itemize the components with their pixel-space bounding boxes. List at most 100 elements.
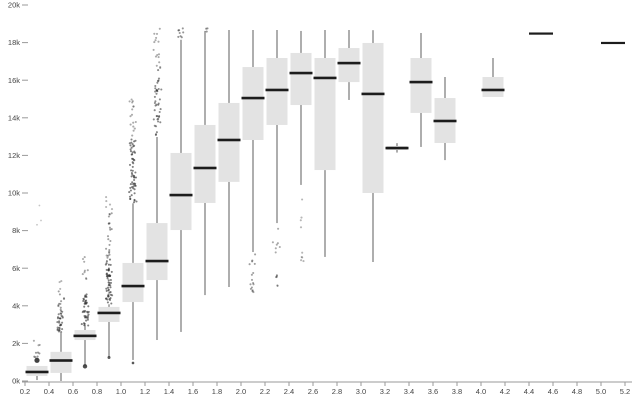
outlier-dot (156, 118, 159, 121)
x-tick-label: 2.8 (332, 387, 342, 396)
outlier-blob (131, 361, 135, 365)
outlier-dot (58, 281, 61, 284)
box-bin-0.5 (49, 351, 73, 373)
outlier-dot (105, 260, 108, 263)
outlier-dot (105, 262, 108, 265)
outlier-dot (107, 238, 110, 241)
outlier-dot (155, 32, 159, 35)
outlier-dot (274, 247, 277, 250)
outlier-dot (40, 219, 42, 222)
outlier-dot (155, 36, 158, 39)
outlier-dot (132, 185, 135, 188)
outlier-dot (105, 289, 108, 292)
x-tick-label: 4.8 (572, 387, 582, 396)
outlier-dot (133, 198, 136, 201)
outlier-dot (108, 282, 111, 285)
median-line (409, 80, 433, 84)
outlier-dot (32, 339, 35, 342)
outlier-dot (105, 200, 108, 203)
outlier-dot (131, 100, 134, 103)
box-bin-0.3 (25, 365, 49, 376)
outlier-dot (131, 143, 134, 146)
outlier-dot (130, 175, 133, 178)
box-bin-2.1 (241, 67, 265, 140)
outlier-dot (108, 203, 112, 206)
outlier-dot (109, 281, 113, 284)
outlier-blob (34, 357, 40, 363)
outlier-dot (276, 284, 279, 287)
outlier-dot (249, 283, 252, 286)
box-bin-2.3 (265, 58, 289, 125)
x-tick-label: 3.6 (428, 387, 438, 396)
outlier-dot (58, 327, 61, 330)
y-tick-label: 18k (8, 38, 20, 47)
outlier-dot (159, 121, 162, 124)
outlier-dot (299, 226, 303, 229)
outlier-dot (60, 280, 63, 283)
outlier-dot (157, 77, 161, 80)
outlier-dot (109, 239, 112, 243)
box-bin-2.9 (337, 48, 361, 83)
median-line (25, 370, 49, 374)
outlier-dot (158, 61, 161, 64)
outlier-dot (131, 173, 134, 176)
outlier-dot (156, 80, 160, 83)
outlier-dot (34, 351, 38, 354)
outlier-dot (274, 251, 277, 254)
x-tick-label: 0.6 (68, 387, 78, 396)
outlier-dot (300, 259, 303, 262)
x-tick-label: 2.0 (236, 387, 246, 396)
outlier-dot (58, 320, 61, 323)
median-line (241, 96, 265, 100)
y-tick-label: 12k (8, 151, 20, 160)
outlier-dot (159, 65, 162, 69)
outlier-dot (157, 53, 161, 56)
outlier-dot (131, 108, 134, 111)
y-tick-label: 20k (8, 1, 20, 10)
median-line-only-bin-4.5 (529, 32, 553, 35)
x-tick-label: 4.4 (524, 387, 534, 396)
outlier-dot (276, 284, 279, 287)
iqr-box (362, 42, 384, 194)
iqr-box (170, 152, 192, 231)
outlier-dot (158, 27, 161, 30)
outlier-dot (107, 222, 110, 225)
outlier-dot (107, 254, 110, 257)
outlier-dot (110, 208, 114, 211)
outlier-dot (159, 108, 162, 111)
outlier-dot (179, 35, 182, 38)
x-tick-label: 3.4 (404, 387, 414, 396)
outlier-dot (56, 329, 59, 332)
outlier-dot (250, 286, 253, 289)
outlier-dot (275, 243, 278, 246)
outlier-dot (83, 305, 86, 308)
outlier-dots (32, 27, 305, 369)
outlier-dot (38, 204, 41, 207)
outlier-dot (158, 110, 161, 114)
outlier-dot (61, 321, 64, 324)
outlier-dot (108, 251, 111, 254)
outlier-dot (301, 256, 304, 259)
iqr-box (482, 77, 504, 97)
outlier-dot (85, 277, 88, 280)
outlier-dot (130, 98, 133, 101)
outlier-dot (80, 323, 83, 326)
outlier-dot (105, 254, 108, 257)
outlier-dot (271, 241, 274, 244)
outlier-dot (108, 248, 111, 252)
outlier-dot (134, 184, 137, 187)
outlier-blob (107, 356, 111, 359)
x-tick-label: 1.2 (140, 387, 150, 396)
outlier-dot (107, 269, 110, 272)
outlier-dot (109, 228, 112, 231)
outlier-dot (105, 247, 108, 250)
outlier-dot (205, 27, 208, 30)
outlier-dot (87, 305, 90, 308)
outlier-dot (130, 141, 133, 144)
outlier-dot (131, 165, 134, 168)
outlier-dot (178, 29, 181, 32)
iqr-box (194, 124, 216, 203)
outlier-dot (133, 127, 136, 130)
outlier-dot (38, 343, 41, 346)
outlier-blob (82, 364, 88, 369)
